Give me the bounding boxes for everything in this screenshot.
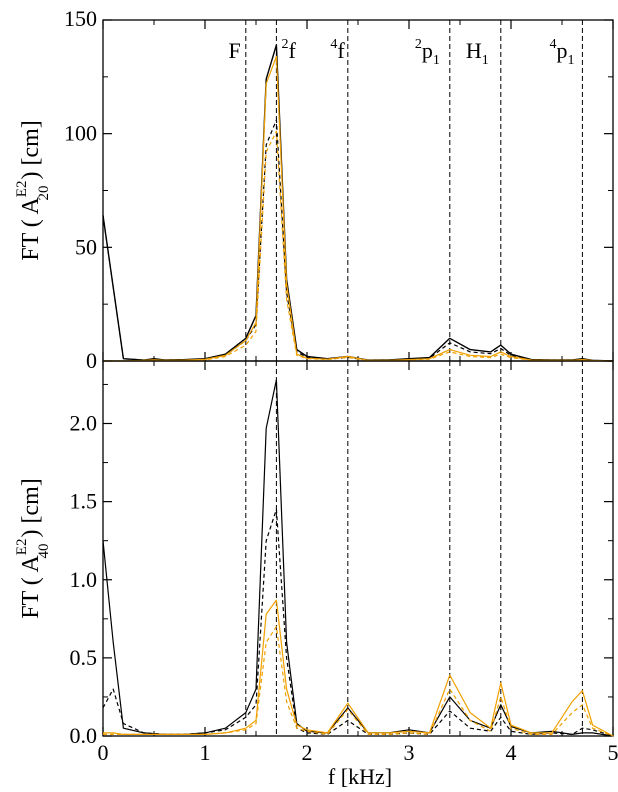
- series-line: [103, 599, 614, 737]
- top-panel: 0 50 100 150 FT ( AE2 20 ) [cm] F 2f 4f 2p1 H1 4p1: [14, 6, 614, 373]
- x-tick-label: 5: [608, 740, 618, 765]
- y-tick-label: 100: [64, 121, 97, 146]
- series-line: [102, 119, 614, 362]
- y-tick-label: 1.5: [70, 489, 98, 514]
- y-axis-label: FT ( AE2 40 ) [cm]: [14, 478, 52, 619]
- series-line: [102, 379, 614, 737]
- x-tick-label: 3: [404, 740, 415, 765]
- mode-label: 4f: [330, 37, 345, 63]
- y-tick-label: 0.0: [70, 723, 98, 748]
- y-axis-label: FT ( AE2 20 ) [cm]: [14, 120, 52, 261]
- series-line: [103, 625, 614, 737]
- x-tick-label: 4: [506, 740, 517, 765]
- y-tick-label: 2.0: [70, 411, 98, 436]
- series-line: [103, 55, 614, 362]
- x-tick-label: 0: [98, 740, 109, 765]
- y-tick-label: 50: [75, 234, 97, 259]
- plot-frame: [102, 19, 614, 362]
- mode-label: 2f: [281, 37, 296, 63]
- plot-frame: [102, 360, 614, 737]
- y-tick-label: 0: [86, 348, 97, 373]
- series-line: [102, 508, 614, 737]
- series-line: [102, 44, 614, 362]
- y-tick-label: 150: [64, 6, 97, 31]
- y-tick-label: 0.5: [70, 645, 98, 670]
- x-axis-label: f [kHz]: [328, 764, 392, 789]
- mode-label: 2p1: [415, 37, 440, 68]
- x-tick-label: 2: [302, 740, 313, 765]
- x-tick-label: 1: [200, 740, 211, 765]
- mode-label: H1: [466, 38, 489, 68]
- mode-label: F: [228, 38, 240, 63]
- bottom-panel: 0.0 0.5 1.0 1.5 2.0 0 1 2 3 4 5 FT ( AE2 40 ) [cm]: [14, 360, 618, 765]
- y-tick-label: 1.0: [70, 567, 98, 592]
- series-line: [103, 130, 614, 362]
- mode-label: 4p1: [550, 37, 575, 68]
